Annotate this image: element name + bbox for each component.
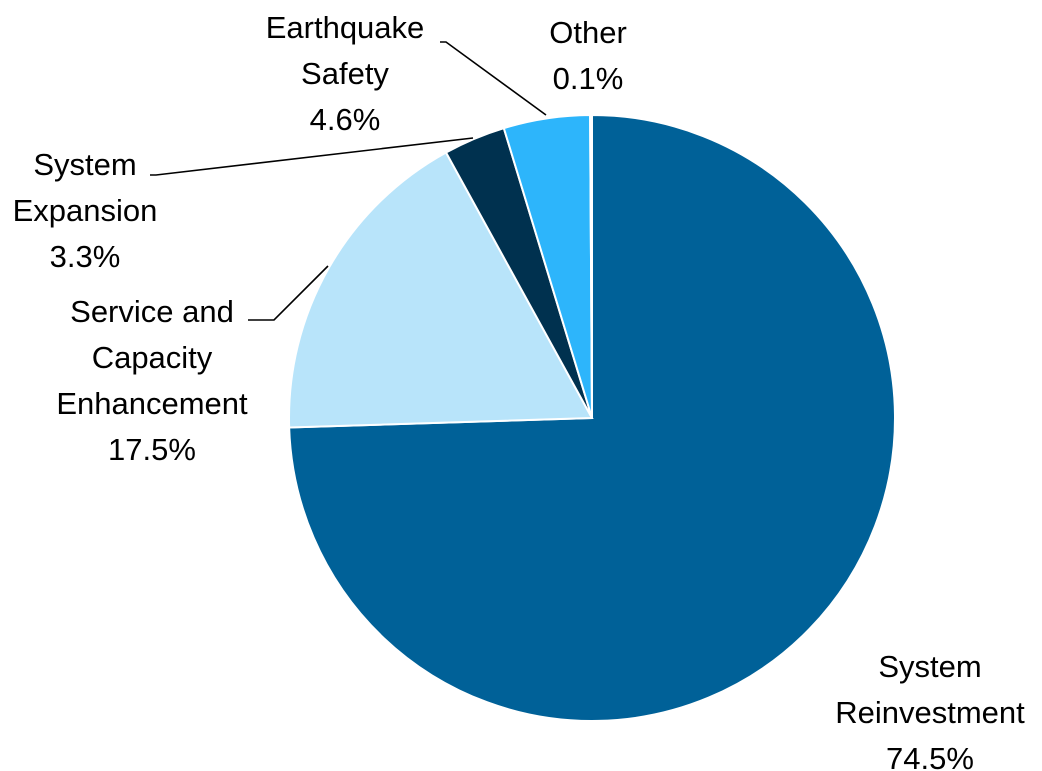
slice-name-label: Expansion xyxy=(13,193,158,228)
slice-value-label: 74.5% xyxy=(886,741,974,771)
pie-slices xyxy=(288,113,896,722)
slice-value-label: 17.5% xyxy=(108,432,196,467)
leader-line xyxy=(248,265,329,321)
slice-value-label: 4.6% xyxy=(310,102,381,137)
slice-name-label: Enhancement xyxy=(56,386,248,421)
slice-name-label: Capacity xyxy=(92,340,213,375)
slice-value-label: 3.3% xyxy=(50,239,121,274)
slice-name-label: Reinvestment xyxy=(835,695,1025,730)
pie-slice-service-and-capacity-enhancement xyxy=(288,151,594,429)
pie-slice-other xyxy=(589,113,593,419)
leader-line xyxy=(440,41,547,116)
slice-name-label: Other xyxy=(549,15,627,50)
slice-name-label: Safety xyxy=(301,56,389,91)
slice-value-label: 0.1% xyxy=(553,61,624,96)
slice-name-label: System xyxy=(33,147,136,182)
slice-labels: System Reinvestment 74.5% Service and Capaci… xyxy=(13,10,1026,771)
leader-lines xyxy=(150,41,547,321)
leader-line xyxy=(150,137,474,176)
slice-name-label: System xyxy=(878,649,981,684)
slice-name-label: Service and xyxy=(70,294,234,329)
slice-name-label: Earthquake xyxy=(266,10,425,45)
